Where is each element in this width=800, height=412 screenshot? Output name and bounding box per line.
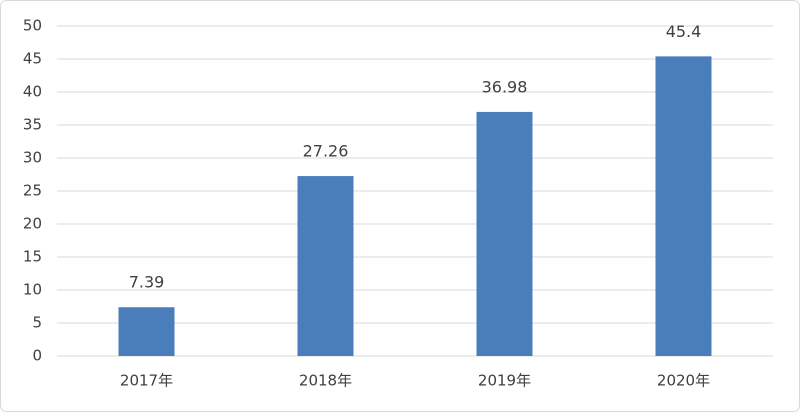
bar: [297, 176, 354, 356]
bar: [118, 307, 175, 356]
value-label: 7.39: [129, 273, 165, 292]
bar: [655, 56, 712, 357]
x-tick-label: 2020年: [657, 372, 710, 390]
y-tick-label: 5: [32, 314, 42, 332]
y-tick-label: 35: [23, 116, 42, 134]
x-tick-label: 2019年: [478, 372, 531, 390]
y-tick-label: 40: [23, 83, 42, 101]
y-tick-label: 25: [23, 182, 42, 200]
x-tick-label: 2018年: [299, 372, 352, 390]
value-label: 27.26: [303, 142, 349, 161]
y-tick-label: 30: [23, 149, 42, 167]
value-label: 36.98: [482, 77, 528, 96]
bar: [476, 111, 533, 356]
x-tick-label: 2017年: [120, 372, 173, 390]
y-tick-label: 15: [23, 248, 42, 266]
y-tick-label: 20: [23, 215, 42, 233]
y-tick-label: 45: [23, 50, 42, 68]
value-label: 45.4: [666, 22, 702, 41]
y-tick-label: 10: [23, 281, 42, 299]
y-tick-label: 0: [32, 347, 42, 365]
y-tick-label: 50: [23, 17, 42, 35]
